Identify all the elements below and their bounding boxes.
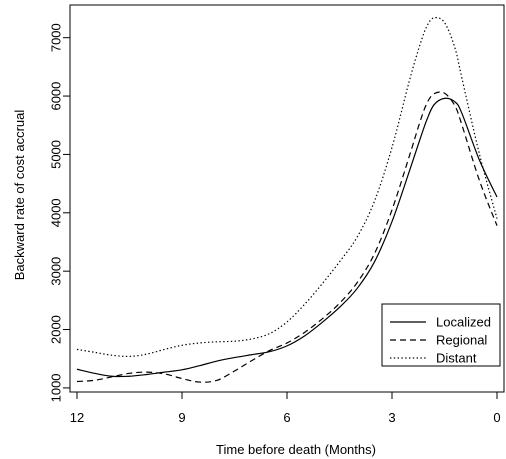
y-tick-label-2: 3000 — [49, 257, 64, 286]
y-axis: 1000 2000 3000 4000 5000 6000 7000 — [49, 23, 70, 402]
x-tick-label-3: 3 — [388, 410, 395, 425]
series-line-localized — [76, 97, 498, 378]
y-tick-label-0: 1000 — [49, 373, 64, 402]
legend-label-distant: Distant — [436, 351, 477, 366]
series-line-regional — [76, 91, 498, 383]
series-layer — [76, 17, 498, 383]
y-tick-label-5: 6000 — [49, 82, 64, 111]
y-tick-label-4: 5000 — [49, 140, 64, 169]
x-tick-label-2: 6 — [283, 410, 290, 425]
x-axis: 12 9 6 3 0 — [70, 392, 501, 425]
y-axis-label: Backward rate of cost accrual — [12, 110, 27, 281]
x-axis-label: Time before death (Months) — [216, 442, 376, 457]
x-tick-label-0: 12 — [70, 410, 84, 425]
legend-label-localized: Localized — [436, 315, 491, 330]
x-tick-label-4: 0 — [493, 410, 500, 425]
y-tick-label-3: 4000 — [49, 198, 64, 227]
legend-box — [381, 303, 501, 367]
legend: Localized Regional Distant — [381, 303, 501, 367]
series-line-distant — [76, 17, 498, 358]
y-tick-label-6: 7000 — [49, 23, 64, 52]
legend-label-regional: Regional — [436, 333, 487, 348]
x-tick-label-1: 9 — [178, 410, 185, 425]
y-tick-label-1: 2000 — [49, 315, 64, 344]
